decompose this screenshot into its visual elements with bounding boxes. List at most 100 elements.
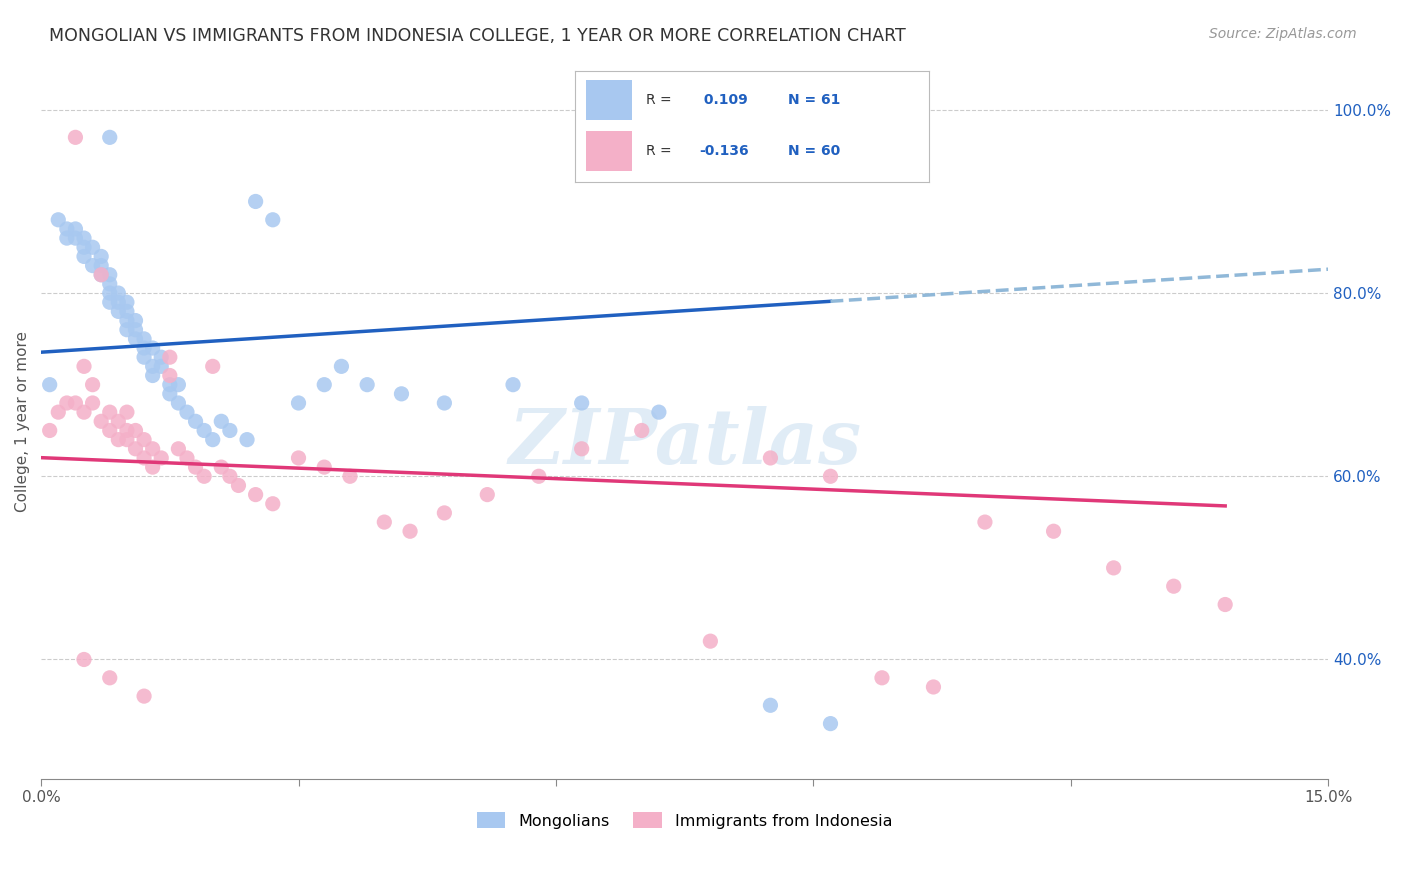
Point [132,341,155,355]
Point [870,671,893,685]
Point [209,460,232,475]
Point [38,424,60,438]
Point [630,424,652,438]
Point [184,414,207,428]
Point [236,433,259,447]
Point [150,450,173,465]
Point [98,277,121,291]
Point [159,350,181,364]
Point [90,249,112,263]
Point [107,433,129,447]
Point [115,433,138,447]
Point [107,295,129,310]
Point [132,433,155,447]
Point [46,405,69,419]
Text: MONGOLIAN VS IMMIGRANTS FROM INDONESIA COLLEGE, 1 YEAR OR MORE CORRELATION CHART: MONGOLIAN VS IMMIGRANTS FROM INDONESIA C… [49,27,905,45]
Point [399,524,422,539]
Point [124,442,146,456]
Point [699,634,721,648]
Point [142,341,165,355]
Point [1042,524,1064,539]
Point [73,249,96,263]
Point [159,387,181,401]
Point [209,414,232,428]
Point [571,396,593,410]
Point [759,698,782,713]
Point [142,460,165,475]
Point [132,689,155,703]
Point [82,377,104,392]
Point [391,387,413,401]
Point [159,368,181,383]
Point [115,304,138,318]
Point [262,212,284,227]
Point [245,194,267,209]
Point [115,295,138,310]
Point [73,231,96,245]
Point [1102,561,1125,575]
Point [82,396,104,410]
Point [98,424,121,438]
Point [974,515,997,529]
Point [124,323,146,337]
Point [527,469,550,483]
Point [142,442,165,456]
Point [167,377,190,392]
Point [98,295,121,310]
Point [433,506,456,520]
Point [115,405,138,419]
Point [124,313,146,327]
Point [38,377,60,392]
Point [820,469,842,483]
Point [922,680,945,694]
Point [107,286,129,301]
Point [571,442,593,456]
Point [167,396,190,410]
Point [124,332,146,346]
Point [65,130,87,145]
Point [142,368,165,383]
Point [176,405,198,419]
Point [115,424,138,438]
Point [201,359,224,374]
Point [1213,598,1236,612]
Point [314,377,336,392]
Point [287,450,309,465]
Point [218,424,240,438]
Point [245,487,267,501]
Point [115,313,138,327]
Point [90,268,112,282]
Text: Source: ZipAtlas.com: Source: ZipAtlas.com [1209,27,1357,41]
Point [314,460,336,475]
Point [98,268,121,282]
Point [132,350,155,364]
Point [159,377,181,392]
Point [82,259,104,273]
Point [477,487,499,501]
Legend: Mongolians, Immigrants from Indonesia: Mongolians, Immigrants from Indonesia [471,805,898,835]
Y-axis label: College, 1 year or more: College, 1 year or more [15,331,30,512]
Point [98,405,121,419]
Point [132,450,155,465]
Point [90,268,112,282]
Point [759,450,782,465]
Point [132,332,155,346]
Point [218,469,240,483]
Point [330,359,353,374]
Point [193,469,215,483]
Point [98,286,121,301]
Point [201,433,224,447]
Point [184,460,207,475]
Point [98,130,121,145]
Point [56,231,79,245]
Point [167,442,190,456]
Point [339,469,361,483]
Point [287,396,309,410]
Point [150,359,173,374]
Point [262,497,284,511]
Point [502,377,524,392]
Point [90,259,112,273]
Point [56,222,79,236]
Point [373,515,395,529]
Point [193,424,215,438]
